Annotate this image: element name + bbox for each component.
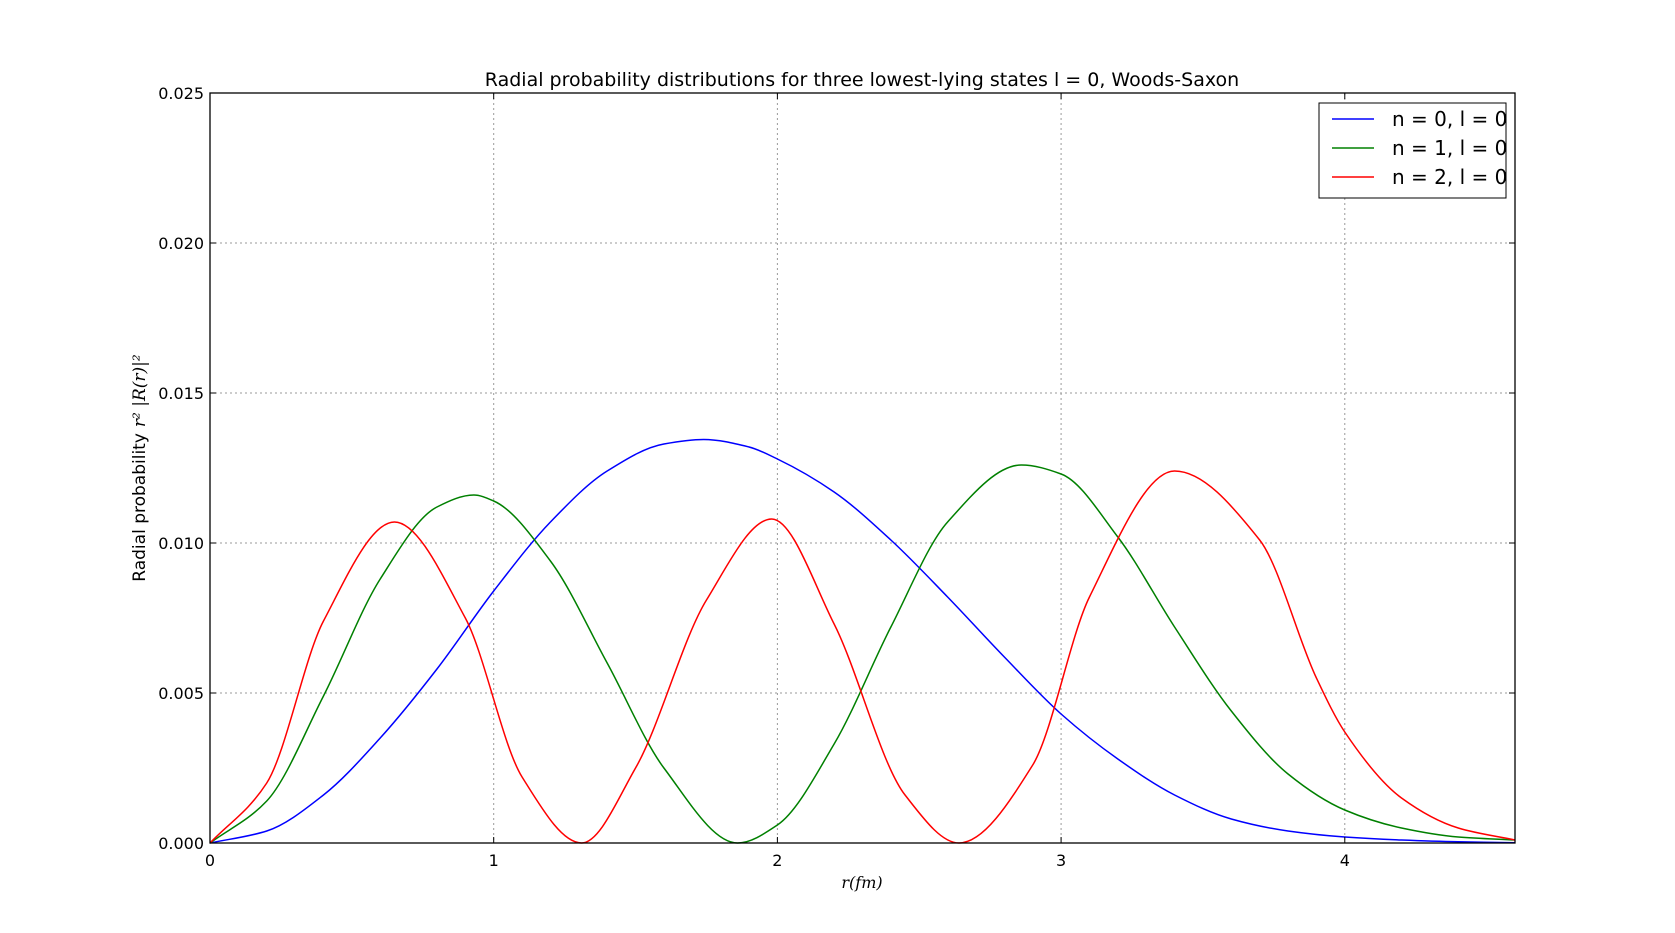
y-axis-label-group: Radial probability r² |R(r)|² bbox=[130, 354, 150, 582]
x-axis-label: r(fm) bbox=[841, 873, 882, 892]
y-tick-label: 0.000 bbox=[158, 834, 204, 853]
x-tick-labels: 0 1 2 3 4 bbox=[205, 851, 1350, 870]
y-tick-labels: 0.000 0.005 0.010 0.015 0.020 0.025 bbox=[158, 84, 204, 853]
gridlines bbox=[210, 93, 1515, 843]
legend: n = 0, l = 0 n = 1, l = 0 n = 2, l = 0 bbox=[1318, 102, 1507, 199]
y-tick-label: 0.010 bbox=[158, 534, 204, 553]
y-axis-label-text: Radial probability bbox=[130, 433, 150, 582]
chart-title: Radial probability distributions for thr… bbox=[485, 69, 1239, 91]
x-tick-label: 0 bbox=[205, 851, 215, 870]
series-line-n-1-l-0 bbox=[209, 464, 1516, 844]
legend-label-n-2-l-0: n = 2, l = 0 bbox=[1392, 165, 1507, 189]
x-tick-label: 3 bbox=[1056, 851, 1066, 870]
y-tick-label: 0.015 bbox=[158, 384, 204, 403]
axis-ticks bbox=[209, 92, 1515, 844]
y-tick-label: 0.020 bbox=[158, 234, 204, 253]
series-line-n-0-l-0 bbox=[209, 438, 1516, 844]
plot-background bbox=[210, 93, 1515, 843]
y-axis-label: Radial probability r² |R(r)|² bbox=[130, 354, 150, 582]
series-lines bbox=[209, 438, 1516, 844]
x-tick-label: 4 bbox=[1340, 851, 1350, 870]
x-tick-label: 1 bbox=[489, 851, 499, 870]
y-tick-label: 0.005 bbox=[158, 684, 204, 703]
legend-label-n-0-l-0: n = 0, l = 0 bbox=[1392, 107, 1507, 131]
y-axis-label-math: r² |R(r)|² bbox=[130, 354, 150, 427]
legend-label-n-1-l-0: n = 1, l = 0 bbox=[1392, 136, 1507, 160]
plot-frame bbox=[209, 92, 1516, 844]
x-tick-label: 2 bbox=[772, 851, 782, 870]
series-line-n-2-l-0 bbox=[209, 470, 1516, 844]
y-tick-label: 0.025 bbox=[158, 84, 204, 103]
